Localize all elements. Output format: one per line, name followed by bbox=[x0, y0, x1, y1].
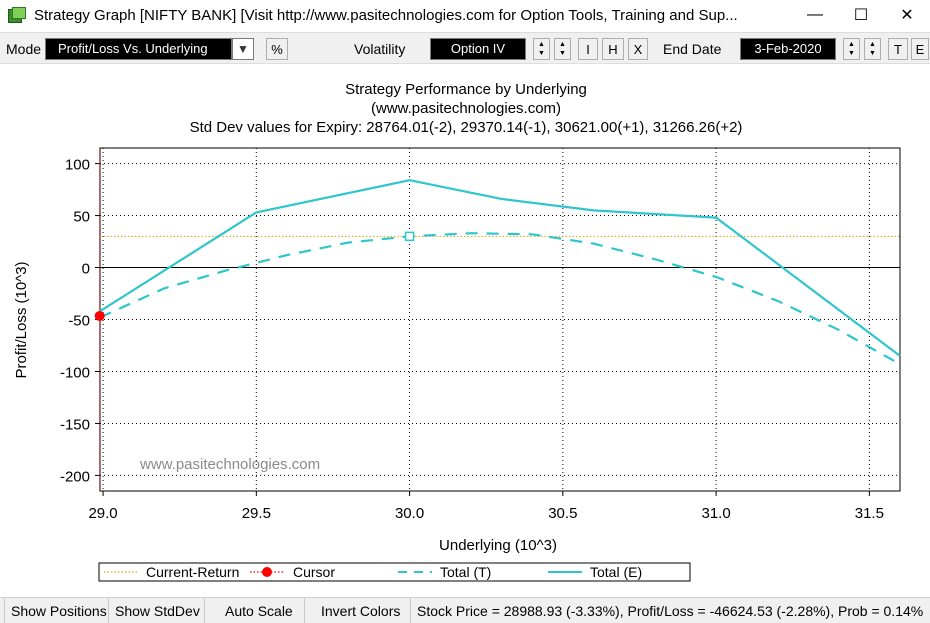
show-positions-button[interactable]: Show Positions bbox=[4, 598, 107, 623]
x-tick-label: 29.5 bbox=[242, 505, 271, 522]
percent-button[interactable]: % bbox=[266, 38, 288, 60]
h-button[interactable]: H bbox=[602, 38, 624, 60]
x-tick-label: 30.5 bbox=[548, 505, 577, 522]
volatility-spin-up-down-icon[interactable]: ▲ ▼ bbox=[533, 38, 550, 60]
legend-current-return: Current-Return bbox=[146, 564, 239, 580]
auto-scale-button[interactable]: Auto Scale bbox=[204, 598, 293, 623]
y-tick-label: -100 bbox=[60, 364, 90, 381]
volatility-label: Volatility bbox=[354, 41, 406, 57]
x-tick-label: 30.0 bbox=[395, 505, 424, 522]
mode-label: Mode bbox=[6, 41, 42, 57]
tick-labels: 29.0 29.5 30.0 30.5 31.0 31.5 100 50 0 -50 -100 -15… bbox=[60, 157, 884, 522]
window-controls: — ☐ ✕ bbox=[792, 0, 930, 30]
close-button[interactable]: ✕ bbox=[900, 7, 914, 24]
i-button[interactable]: I bbox=[578, 38, 598, 60]
toolbar: Mode Profit/Loss Vs. Underlying ▼ % Vola… bbox=[0, 32, 930, 64]
y-axis-label: Profit/Loss (10^3) bbox=[13, 261, 30, 378]
volatility-select[interactable]: Option IV bbox=[430, 38, 526, 60]
x-button[interactable]: X bbox=[628, 38, 648, 60]
y-tick-label: -150 bbox=[60, 416, 90, 433]
chart-stddev-line: Std Dev values for Expiry: 28764.01(-2),… bbox=[190, 119, 743, 136]
y-tick-label: 100 bbox=[65, 157, 90, 174]
status-bar: Show Positions Show StdDev Auto Scale In… bbox=[0, 597, 930, 623]
legend-cursor-marker bbox=[262, 567, 272, 577]
status-info: Stock Price = 28988.93 (-3.33%), Profit/… bbox=[410, 598, 930, 623]
title-bar: Strategy Graph [NIFTY BANK] [Visit http:… bbox=[0, 0, 930, 30]
legend-cursor: Cursor bbox=[293, 564, 335, 580]
chart-subtitle: (www.pasitechnologies.com) bbox=[371, 100, 561, 117]
volatility-spin-up-down-icon[interactable]: ▲ ▼ bbox=[554, 38, 571, 60]
y-tick-label: -50 bbox=[68, 313, 90, 330]
x-tick-label: 29.0 bbox=[88, 505, 117, 522]
window-title: Strategy Graph [NIFTY BANK] [Visit http:… bbox=[34, 6, 738, 24]
y-tick-label: 0 bbox=[82, 261, 90, 278]
end-date-spin-up-down-icon[interactable]: ▲ ▼ bbox=[843, 38, 860, 60]
end-date-label: End Date bbox=[663, 41, 722, 57]
y-tick-label: -200 bbox=[60, 468, 90, 485]
series bbox=[94, 148, 901, 491]
show-stddev-button[interactable]: Show StdDev bbox=[108, 598, 200, 623]
axes bbox=[95, 147, 901, 496]
end-date-field[interactable]: 3-Feb-2020 bbox=[740, 38, 836, 60]
strategy-chart[interactable]: Strategy Performance by Underlying (www.… bbox=[0, 66, 930, 596]
series-total-t-line bbox=[99, 232, 901, 366]
current-return-marker bbox=[404, 231, 415, 242]
legend: Current-Return Cursor Total (T) Total (E… bbox=[98, 562, 691, 582]
x-axis-label: Underlying (10^3) bbox=[439, 537, 557, 554]
x-tick-label: 31.5 bbox=[855, 505, 884, 522]
t-button[interactable]: T bbox=[888, 38, 908, 60]
y-tick-label: 50 bbox=[73, 209, 90, 226]
chart-watermark: www.pasitechnologies.com bbox=[139, 456, 320, 473]
end-date-spin-up-down-icon[interactable]: ▲ ▼ bbox=[864, 38, 881, 60]
chart-title: Strategy Performance by Underlying bbox=[345, 81, 587, 98]
x-tick-label: 31.0 bbox=[701, 505, 730, 522]
cursor-marker bbox=[94, 310, 105, 321]
e-button[interactable]: E bbox=[911, 38, 929, 60]
chevron-down-icon[interactable]: ▼ bbox=[232, 38, 254, 60]
legend-total-e: Total (E) bbox=[590, 564, 642, 580]
maximize-button[interactable]: ☐ bbox=[853, 7, 869, 24]
mode-select[interactable]: Profit/Loss Vs. Underlying bbox=[45, 38, 232, 60]
minimize-button[interactable]: — bbox=[807, 6, 823, 23]
legend-total-t: Total (T) bbox=[440, 564, 491, 580]
invert-colors-button[interactable]: Invert Colors bbox=[304, 598, 400, 623]
app-icon bbox=[8, 7, 26, 23]
series-total-e-line bbox=[99, 179, 901, 357]
